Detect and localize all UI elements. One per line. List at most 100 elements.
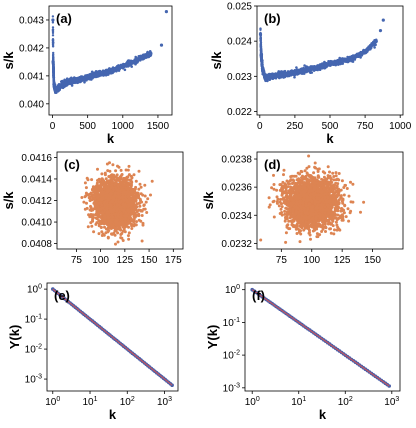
data-point xyxy=(260,44,262,46)
data-point xyxy=(261,56,263,58)
data-point xyxy=(303,72,306,75)
x-tick-label: 500 xyxy=(79,121,96,132)
data-point xyxy=(65,83,68,86)
data-point xyxy=(52,45,54,47)
data-point xyxy=(53,81,55,83)
data-point xyxy=(117,69,120,72)
plot-area xyxy=(259,19,385,83)
data-point xyxy=(295,66,298,69)
data-point xyxy=(275,76,278,79)
data-point xyxy=(274,73,277,76)
data-point xyxy=(52,34,54,36)
data-point xyxy=(139,209,142,212)
data-point xyxy=(59,83,62,86)
x-tick-label: 250 xyxy=(287,121,304,132)
y-axis-label: s/k xyxy=(1,51,16,70)
data-point xyxy=(165,10,168,13)
data-point xyxy=(120,169,123,172)
data-point xyxy=(85,186,88,189)
data-point xyxy=(106,169,109,172)
data-point xyxy=(127,234,130,237)
data-point xyxy=(260,52,262,54)
x-tick-label: 0 xyxy=(257,121,263,132)
data-point xyxy=(52,30,54,32)
data-point xyxy=(52,38,54,40)
data-point xyxy=(84,181,87,184)
y-tick-label: 0.025 xyxy=(227,2,252,13)
y-tick-label: 0.042 xyxy=(19,43,44,54)
data-point xyxy=(325,62,328,65)
data-point xyxy=(93,207,96,210)
data-point xyxy=(331,60,334,63)
panel-label: (a) xyxy=(56,11,72,26)
data-point xyxy=(104,72,107,75)
data-point xyxy=(321,64,324,67)
data-point xyxy=(100,216,103,219)
data-point xyxy=(260,50,262,52)
data-point xyxy=(350,57,353,60)
data-point xyxy=(52,15,54,17)
data-point xyxy=(140,186,143,189)
y-tick-label: 0.041 xyxy=(19,71,44,82)
data-point xyxy=(90,74,93,77)
data-point xyxy=(90,209,93,212)
data-point xyxy=(100,172,103,175)
data-point xyxy=(104,173,107,176)
data-point xyxy=(89,221,92,224)
data-point xyxy=(114,243,117,246)
x-tick-label: 1000 xyxy=(389,121,412,132)
y-tick-label: 0.040 xyxy=(19,99,44,110)
x-axis-label: k xyxy=(326,131,334,146)
plot-area xyxy=(80,161,153,245)
data-point xyxy=(52,53,54,55)
data-point xyxy=(375,40,378,43)
data-point xyxy=(139,56,142,59)
data-point xyxy=(94,217,97,220)
data-point xyxy=(80,196,83,199)
data-point xyxy=(108,68,111,71)
data-point xyxy=(137,59,140,62)
data-point xyxy=(289,74,292,77)
data-point xyxy=(340,62,343,65)
data-point xyxy=(130,227,133,230)
data-point xyxy=(52,70,54,72)
data-point xyxy=(69,80,72,83)
data-point xyxy=(51,18,54,21)
data-point xyxy=(53,77,55,79)
y-axis-label: s/k xyxy=(209,51,224,70)
data-point xyxy=(360,53,363,56)
data-point xyxy=(347,59,350,62)
data-point xyxy=(127,61,130,64)
data-point xyxy=(137,188,140,191)
data-point xyxy=(269,75,272,78)
data-point xyxy=(144,195,147,198)
data-point xyxy=(382,19,385,22)
data-point xyxy=(261,73,263,75)
data-point xyxy=(141,214,144,217)
x-tick-label: 750 xyxy=(357,121,374,132)
data-point xyxy=(139,198,142,201)
data-point xyxy=(111,69,114,72)
data-point xyxy=(100,72,103,75)
data-point xyxy=(352,60,355,63)
data-point xyxy=(90,178,93,181)
data-point xyxy=(131,176,134,179)
data-point xyxy=(149,194,152,197)
data-point xyxy=(160,44,163,47)
data-point xyxy=(370,45,373,48)
data-point xyxy=(114,169,117,172)
data-point xyxy=(76,79,79,82)
data-point xyxy=(107,237,110,240)
data-point xyxy=(84,195,87,198)
data-point xyxy=(259,27,261,29)
data-point xyxy=(379,29,382,32)
data-point xyxy=(373,46,376,49)
y-tick-label: 0.023 xyxy=(227,72,252,83)
data-point xyxy=(52,60,54,62)
data-point xyxy=(52,21,54,23)
data-point xyxy=(335,61,338,64)
data-point xyxy=(84,208,87,211)
data-point xyxy=(139,183,142,186)
